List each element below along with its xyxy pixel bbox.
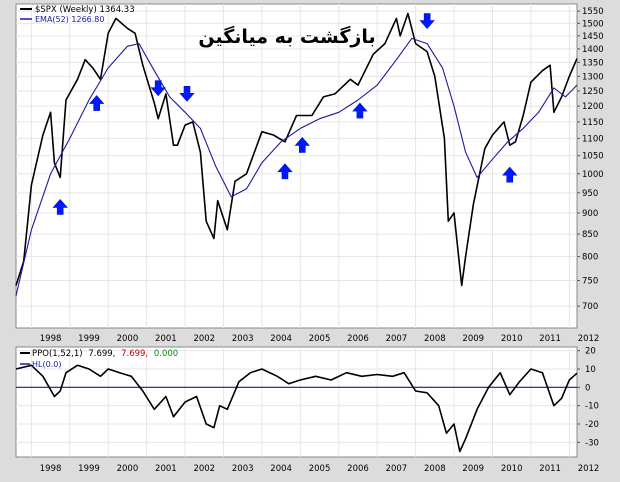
main-x-tick-label: 2007 — [386, 334, 408, 344]
arrow-up-icon — [277, 163, 293, 180]
main-x-tick-label: 2004 — [270, 334, 292, 344]
ppo-panel: 20 10 0 -10 -20 -30 PPO(1,52,1) 7.699, 7.699,… — [15, 346, 599, 458]
legend-ppo-value: 7.699, — [88, 349, 115, 359]
ppo-x-tick-label: 1999 — [78, 464, 100, 474]
main-y-tick-label: 1350 — [582, 58, 604, 68]
ppo-y-tick-label: -30 — [585, 438, 599, 448]
main-y-tick-label: 1400 — [582, 45, 604, 55]
main-x-axis: 1998 1999 2000 2001 2002 2003 2004 2005 2006 2007… — [40, 334, 600, 344]
arrow-up-icon — [52, 199, 68, 215]
main-y-tick-label: 1000 — [582, 170, 604, 180]
main-x-tick-label: 2000 — [117, 334, 139, 344]
ppo-y-tick-label: 20 — [585, 347, 596, 357]
main-x-tick-label: 2006 — [347, 334, 369, 344]
arrow-up-icon — [89, 95, 105, 111]
series-line-ema — [15, 37, 578, 296]
main-plot-area — [15, 3, 578, 329]
main-y-tick-label: 1300 — [582, 72, 604, 82]
ppo-x-tick-label: 2009 — [462, 464, 484, 474]
ppo-x-tick-label: 2000 — [117, 464, 139, 474]
main-y-tick-label: 1200 — [582, 102, 604, 112]
main-x-tick-label: 2008 — [424, 334, 446, 344]
legend-ppo-name: PPO(1,52,1) — [32, 349, 83, 359]
main-y-tick-label: 750 — [582, 277, 598, 287]
legend-label-spx: $SPX (Weekly) 1364.33 — [35, 5, 135, 15]
main-y-tick-label: 1250 — [582, 87, 604, 97]
ppo-x-tick-label: 2008 — [424, 464, 446, 474]
arrow-up-icon — [352, 102, 368, 119]
main-y-tick-label: 1150 — [582, 118, 604, 128]
ppo-x-tick-label: 2004 — [270, 464, 292, 474]
main-y-tick-label: 1450 — [582, 32, 604, 42]
main-x-tick-label: 2001 — [155, 334, 177, 344]
ppo-x-tick-label: 2003 — [232, 464, 254, 474]
legend-ppo-signal: 7.699, — [121, 349, 148, 359]
main-y-axis: 700 750 800 850 900 950 1000 1050 1100 1150 1200 12… — [577, 7, 604, 312]
main-gridlines — [16, 4, 577, 328]
ppo-y-axis: 20 10 0 -10 -20 -30 — [577, 347, 599, 448]
ppo-plot-area — [15, 346, 578, 458]
main-series-group — [15, 12, 578, 296]
arrow-up-icon — [294, 137, 310, 153]
legend-label-ppo: PPO(1,52,1) 7.699, 7.699, 0.000 — [32, 349, 178, 359]
main-x-tick-label: 2009 — [462, 334, 484, 344]
main-y-tick-label: 900 — [582, 209, 598, 219]
ppo-x-tick-label: 2010 — [501, 464, 523, 474]
main-x-tick-label: 2012 — [578, 334, 600, 344]
ppo-x-tick-label: 2001 — [155, 464, 177, 474]
main-y-tick-label: 1100 — [582, 134, 604, 144]
main-y-tick-label: 850 — [582, 230, 598, 240]
arrow-up-icon — [502, 166, 518, 183]
ppo-x-tick-label: 2012 — [578, 464, 600, 474]
ppo-y-tick-label: 0 — [585, 383, 590, 393]
series-line-ppo — [15, 364, 578, 453]
ppo-x-tick-label: 2007 — [386, 464, 408, 474]
ppo-x-tick-label: 2005 — [309, 464, 331, 474]
legend-ppo-histogram: 0.000 — [154, 349, 178, 359]
main-y-tick-label: 1550 — [582, 7, 604, 17]
main-x-tick-label: 2003 — [232, 334, 254, 344]
main-y-tick-label: 800 — [582, 253, 598, 263]
chart-annotation-title: بازگشت به میانگین — [198, 25, 375, 48]
main-x-tick-label: 2010 — [501, 334, 523, 344]
main-x-tick-label: 2002 — [193, 334, 215, 344]
ppo-series-group — [15, 364, 578, 453]
ppo-x-tick-label: 2006 — [347, 464, 369, 474]
ppo-x-tick-label: 2002 — [193, 464, 215, 474]
legend-label-ema: EMA(52) 1266.80 — [35, 15, 104, 24]
arrow-down-icon — [150, 80, 166, 97]
ppo-y-tick-label: -20 — [585, 420, 599, 430]
main-legend: $SPX (Weekly) 1364.33 EMA(52) 1266.80 — [20, 5, 135, 24]
main-x-tick-label: 2011 — [539, 334, 561, 344]
main-panel: 700 750 800 850 900 950 1000 1050 1100 1150 1200 12… — [15, 3, 604, 329]
legend-label-hl: HL(0.0) — [32, 360, 61, 369]
ppo-y-tick-label: 10 — [585, 365, 596, 375]
main-y-tick-label: 700 — [582, 302, 598, 312]
arrow-annotations — [52, 13, 518, 215]
arrow-down-icon — [419, 13, 435, 30]
main-y-tick-label: 1500 — [582, 19, 604, 29]
arrow-down-icon — [179, 86, 195, 102]
main-x-tick-label: 1999 — [78, 334, 100, 344]
main-x-tick-label: 1998 — [40, 334, 62, 344]
ppo-y-tick-label: -10 — [585, 402, 599, 412]
series-line-spx — [15, 12, 578, 287]
ppo-x-axis: 1998 1999 2000 2001 2002 2003 2004 2005 2006 2007… — [40, 464, 600, 474]
ppo-legend: PPO(1,52,1) 7.699, 7.699, 0.000 HL(0.0) — [20, 349, 178, 369]
main-x-tick-label: 2005 — [309, 334, 331, 344]
main-y-tick-label: 950 — [582, 189, 598, 199]
ppo-x-tick-label: 1998 — [40, 464, 62, 474]
ppo-x-tick-label: 2011 — [539, 464, 561, 474]
main-y-tick-label: 1050 — [582, 152, 604, 162]
